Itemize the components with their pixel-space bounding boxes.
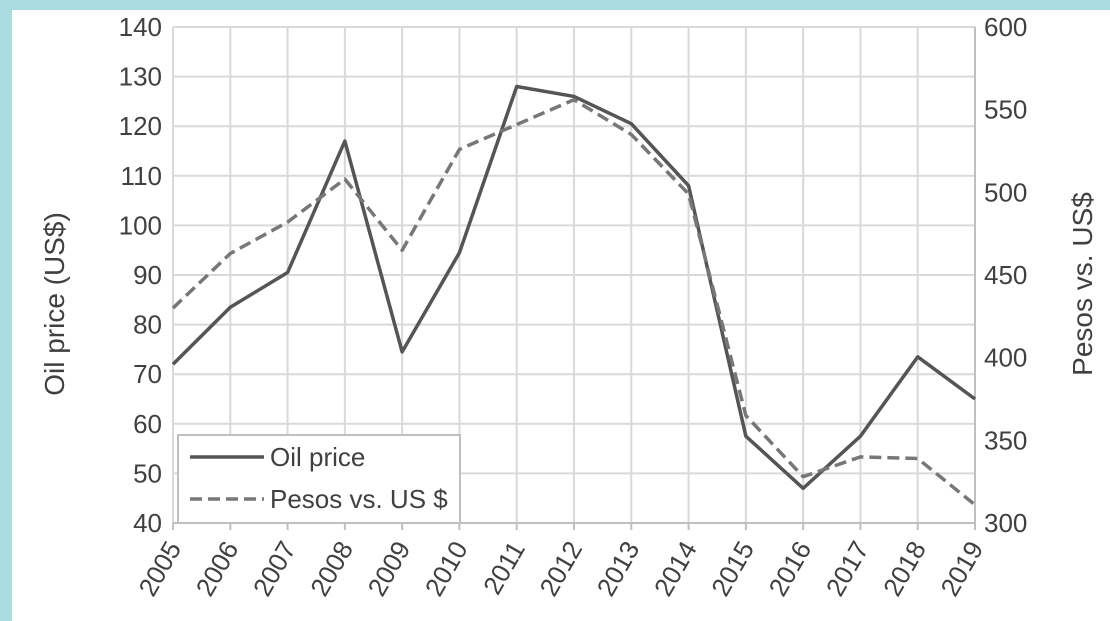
series-lines bbox=[171, 84, 977, 507]
left-tick-label: 40 bbox=[133, 508, 162, 538]
legend-label-pesos: Pesos vs. US $ bbox=[270, 484, 448, 514]
right-tick-label: 350 bbox=[984, 425, 1027, 455]
line-chart: 140 130 120 110 100 90 80 70 60 50 40 600 550 500 450… bbox=[39, 12, 1098, 601]
x-tick-label: 2008 bbox=[304, 536, 359, 601]
x-tick-label: 2012 bbox=[533, 536, 588, 601]
x-tick-label: 2009 bbox=[361, 536, 416, 601]
x-tick-label: 2015 bbox=[705, 536, 760, 601]
x-tick-label: 2007 bbox=[247, 536, 302, 601]
right-tick-label: 550 bbox=[984, 95, 1027, 125]
legend: Oil price Pesos vs. US $ bbox=[177, 434, 461, 524]
right-tick-label: 300 bbox=[984, 508, 1027, 538]
x-tick-label: 2005 bbox=[132, 536, 187, 601]
left-axis-title: Oil price (US$) bbox=[39, 212, 70, 396]
series-line-oil-price bbox=[171, 84, 977, 491]
left-tick-label: 130 bbox=[119, 62, 162, 92]
legend-box bbox=[177, 434, 461, 524]
right-tick-label: 400 bbox=[984, 343, 1027, 373]
left-tick-label: 110 bbox=[121, 161, 162, 191]
x-tick-label: 2019 bbox=[934, 536, 989, 601]
x-tick-label: 2011 bbox=[477, 536, 531, 599]
left-tick-label: 140 bbox=[119, 12, 162, 42]
left-tick-label: 50 bbox=[133, 458, 162, 488]
x-axis-ticks: 2005 2006 2007 2008 2009 2010 2011 2012 2013 2014… bbox=[132, 523, 989, 601]
left-tick-label: 70 bbox=[133, 359, 162, 389]
right-tick-label: 600 bbox=[984, 12, 1027, 42]
x-tick-label: 2018 bbox=[877, 536, 932, 601]
x-tick-label: 2016 bbox=[762, 536, 817, 601]
left-axis-ticks: 140 130 120 110 100 90 80 70 60 50 40 bbox=[119, 12, 162, 538]
left-tick-label: 90 bbox=[133, 260, 162, 290]
x-tick-label: 2017 bbox=[820, 536, 875, 601]
x-tick-label: 2010 bbox=[419, 536, 474, 601]
left-tick-label: 60 bbox=[133, 409, 162, 439]
left-tick-label: 120 bbox=[119, 111, 162, 141]
right-axis-title: Pesos vs. US$ bbox=[1067, 192, 1098, 376]
x-tick-label: 2013 bbox=[591, 536, 646, 601]
legend-label-oil-price: Oil price bbox=[270, 442, 365, 472]
series-line-pesos bbox=[171, 97, 977, 507]
left-tick-label: 100 bbox=[119, 210, 162, 240]
x-tick-label: 2006 bbox=[190, 536, 245, 601]
right-axis-ticks: 600 550 500 450 400 350 300 bbox=[984, 12, 1027, 538]
right-tick-label: 500 bbox=[984, 177, 1027, 207]
right-tick-label: 450 bbox=[984, 260, 1027, 290]
left-tick-label: 80 bbox=[133, 310, 162, 340]
chart-frame: 140 130 120 110 100 90 80 70 60 50 40 600 550 500 450… bbox=[12, 10, 1110, 621]
x-tick-label: 2014 bbox=[648, 536, 703, 601]
